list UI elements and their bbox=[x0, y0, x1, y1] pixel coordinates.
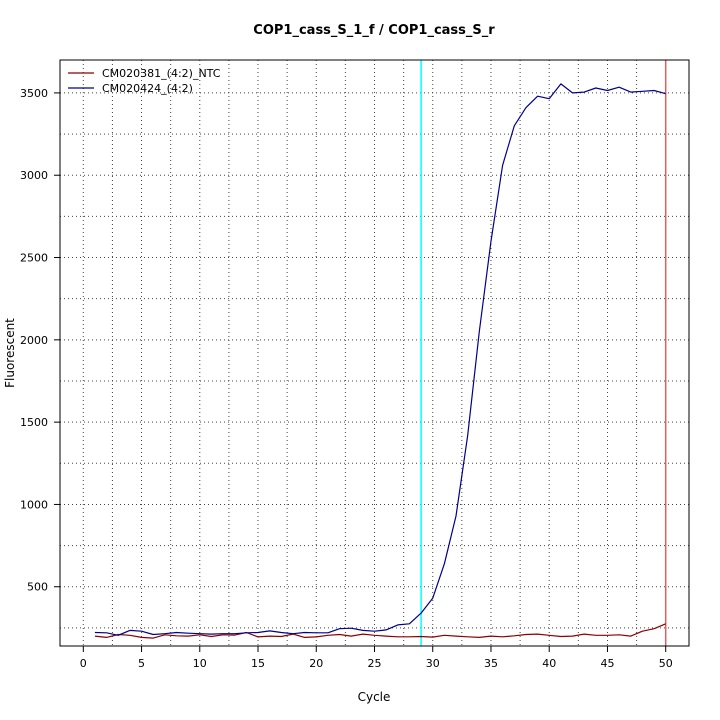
y-tick-label: 1000 bbox=[20, 498, 48, 511]
x-axis-title: Cycle bbox=[358, 690, 391, 704]
y-axis: 500 1000 1500 2000 2500 3000 3500 bbox=[20, 87, 60, 594]
chart-title: COP1_cass_S_1_f / COP1_cass_S_r bbox=[253, 23, 495, 38]
x-tick-label: 0 bbox=[80, 657, 87, 670]
grid-lines bbox=[60, 60, 689, 646]
y-tick-label: 3500 bbox=[20, 87, 48, 100]
x-tick-label: 35 bbox=[484, 657, 498, 670]
series-line-1 bbox=[94, 83, 666, 636]
y-tick-label: 500 bbox=[27, 581, 48, 594]
x-tick-label: 30 bbox=[426, 657, 440, 670]
x-tick-label: 25 bbox=[368, 657, 382, 670]
legend-label-0: CM020381_(4:2)_NTC bbox=[102, 67, 221, 80]
series-lines bbox=[94, 83, 666, 639]
plot-frame bbox=[59, 59, 690, 647]
y-tick-label: 2500 bbox=[20, 252, 48, 265]
x-tick-label: 15 bbox=[251, 657, 265, 670]
x-tick-label: 50 bbox=[659, 657, 673, 670]
series-line-0 bbox=[94, 623, 666, 639]
x-tick-label: 10 bbox=[193, 657, 207, 670]
x-tick-label: 20 bbox=[309, 657, 323, 670]
y-tick-label: 3000 bbox=[20, 169, 48, 182]
x-tick-label: 5 bbox=[138, 657, 145, 670]
y-tick-label: 1500 bbox=[20, 416, 48, 429]
x-tick-label: 40 bbox=[542, 657, 556, 670]
y-axis-title: Fluorescent bbox=[3, 318, 17, 388]
legend-label-1: CM020424_(4:2) bbox=[102, 82, 193, 95]
x-axis: 0 5 10 15 20 25 30 35 40 45 50 bbox=[80, 646, 673, 670]
x-tick-label: 45 bbox=[600, 657, 614, 670]
y-tick-label: 2000 bbox=[20, 334, 48, 347]
legend: CM020381_(4:2)_NTC CM020424_(4:2) bbox=[68, 67, 221, 95]
threshold-lines bbox=[420, 60, 667, 646]
